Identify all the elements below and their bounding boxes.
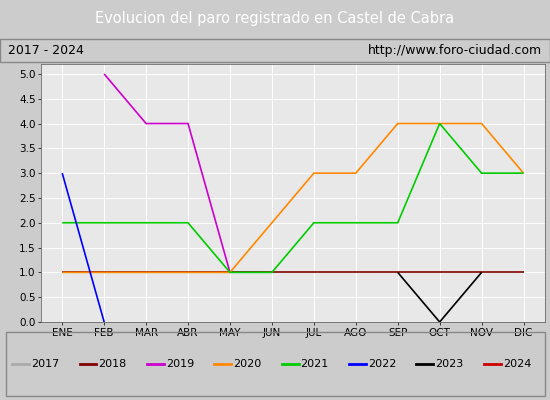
Text: 2020: 2020 bbox=[233, 359, 261, 369]
Text: 2018: 2018 bbox=[98, 359, 127, 369]
Text: http://www.foro-ciudad.com: http://www.foro-ciudad.com bbox=[367, 44, 542, 57]
Text: 2024: 2024 bbox=[503, 359, 531, 369]
Text: 2019: 2019 bbox=[166, 359, 194, 369]
Text: 2017 - 2024: 2017 - 2024 bbox=[8, 44, 84, 57]
Text: 2023: 2023 bbox=[436, 359, 464, 369]
Text: Evolucion del paro registrado en Castel de Cabra: Evolucion del paro registrado en Castel … bbox=[96, 12, 454, 26]
Text: 2022: 2022 bbox=[368, 359, 397, 369]
Text: 2017: 2017 bbox=[31, 359, 59, 369]
Text: 2021: 2021 bbox=[301, 359, 329, 369]
